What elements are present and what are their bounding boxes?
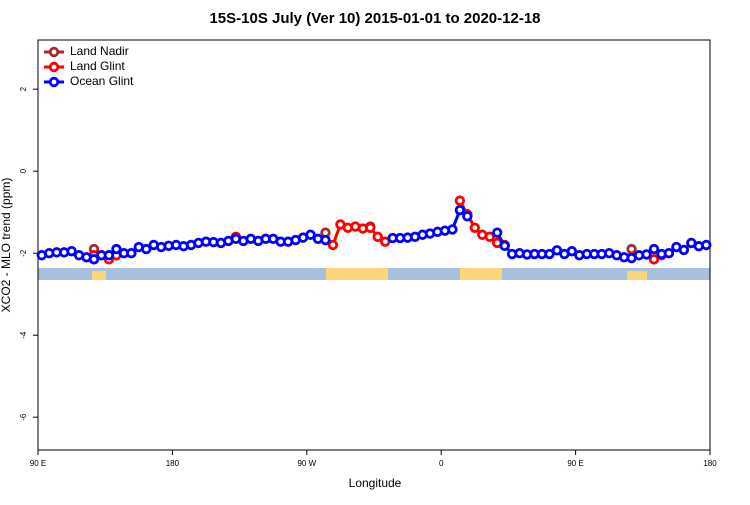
point xyxy=(626,243,637,255)
point xyxy=(380,236,391,247)
legend-marker xyxy=(48,46,60,58)
point xyxy=(499,240,510,252)
x-tick-label: 0 xyxy=(439,459,444,468)
point xyxy=(641,249,652,260)
point xyxy=(305,229,316,240)
point xyxy=(126,247,137,259)
legend-marker xyxy=(48,61,60,73)
point xyxy=(372,231,383,242)
land-mask xyxy=(38,268,710,280)
chart-title: 15S-10S July (Ver 10) 2015-01-01 to 2020… xyxy=(209,10,540,27)
y-axis-label: XCO2 - MLO trend (ppm) xyxy=(0,178,13,313)
point xyxy=(454,204,466,216)
point xyxy=(462,211,473,222)
x-tick-label: 180 xyxy=(703,459,717,468)
point xyxy=(66,245,77,257)
land-strip xyxy=(460,268,502,280)
x-tick-label: 90 E xyxy=(567,459,583,468)
point xyxy=(701,239,712,251)
y-tick-label: -6 xyxy=(19,413,28,421)
point xyxy=(678,244,690,256)
y-tick-label: 2 xyxy=(19,86,28,91)
x-tick-label: 90 W xyxy=(297,459,316,468)
point xyxy=(320,234,331,246)
y-tick-label: -4 xyxy=(19,331,28,339)
point xyxy=(103,250,115,261)
point xyxy=(648,243,660,255)
x-axis-label: Longitude xyxy=(349,476,402,490)
point xyxy=(88,254,100,265)
x-tick-label: 180 xyxy=(166,459,180,468)
y-tick-label: -2 xyxy=(19,249,28,257)
y-tick-label: 0 xyxy=(19,168,28,173)
point xyxy=(566,245,578,257)
point xyxy=(492,227,503,238)
point xyxy=(141,243,152,255)
point xyxy=(365,222,376,233)
point xyxy=(551,245,563,256)
point xyxy=(447,224,458,235)
point xyxy=(111,243,122,255)
land-strip xyxy=(627,271,647,280)
land-strip xyxy=(92,271,106,280)
point xyxy=(648,254,660,265)
land-strip xyxy=(326,268,388,280)
legend-marker xyxy=(48,76,60,88)
point xyxy=(454,195,466,206)
legend-label: Land Glint xyxy=(70,59,125,73)
point xyxy=(663,247,675,259)
legend-label: Land Nadir xyxy=(70,44,129,58)
point xyxy=(469,222,480,233)
point xyxy=(544,248,555,260)
legend-label: Ocean Glint xyxy=(70,74,134,88)
point xyxy=(484,231,495,242)
x-tick-label: 90 E xyxy=(30,459,46,468)
point xyxy=(327,239,339,251)
